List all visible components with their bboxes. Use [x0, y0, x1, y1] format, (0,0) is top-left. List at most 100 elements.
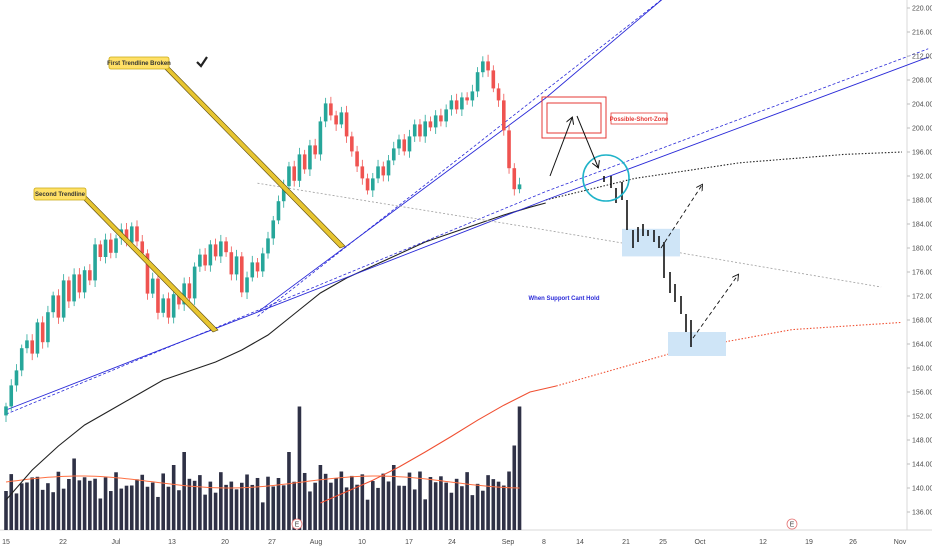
- candle[interactable]: [287, 161, 291, 192]
- candle[interactable]: [402, 134, 407, 156]
- candle[interactable]: [229, 246, 234, 281]
- candle[interactable]: [412, 119, 417, 142]
- candle[interactable]: [4, 402, 8, 422]
- moving-average-line[interactable]: [5, 202, 546, 501]
- candle[interactable]: [271, 215, 276, 245]
- candle[interactable]: [255, 258, 260, 278]
- candle[interactable]: [329, 96, 333, 121]
- candle[interactable]: [297, 147, 302, 187]
- candle[interactable]: [507, 125, 511, 174]
- candle[interactable]: [318, 116, 323, 161]
- candle[interactable]: [82, 266, 87, 299]
- candle[interactable]: [240, 252, 244, 298]
- candle[interactable]: [391, 141, 396, 166]
- candle[interactable]: [46, 305, 50, 348]
- candle[interactable]: [109, 233, 113, 259]
- candle[interactable]: [266, 231, 270, 259]
- candle[interactable]: [386, 155, 391, 182]
- candle[interactable]: [486, 54, 490, 77]
- candle[interactable]: [245, 271, 249, 299]
- candle[interactable]: [407, 129, 412, 158]
- candle[interactable]: [334, 110, 338, 131]
- candle[interactable]: [192, 262, 197, 305]
- candle[interactable]: [219, 234, 223, 263]
- candle[interactable]: [203, 248, 207, 271]
- candle[interactable]: [234, 249, 239, 281]
- candle[interactable]: [418, 119, 422, 142]
- time-axis[interactable]: 15 22 Jul 13 20 27 Aug 10 17 24 Sep 8 14 21 25 Oct 12 19 2…: [2, 539, 907, 546]
- candle[interactable]: [428, 116, 433, 132]
- candle[interactable]: [465, 92, 469, 105]
- candle[interactable]: [292, 160, 296, 187]
- candle[interactable]: [365, 173, 370, 195]
- candle[interactable]: [323, 97, 328, 128]
- candle[interactable]: [260, 247, 265, 277]
- candle[interactable]: [517, 177, 522, 194]
- support-zone[interactable]: [622, 228, 680, 257]
- candle[interactable]: [371, 172, 375, 197]
- candle[interactable]: [9, 379, 14, 411]
- candle[interactable]: [491, 65, 496, 93]
- candle[interactable]: [444, 104, 448, 128]
- breakdown-circle[interactable]: [582, 154, 630, 202]
- candle[interactable]: [470, 84, 475, 107]
- candle[interactable]: [460, 92, 464, 116]
- candle[interactable]: [475, 67, 480, 98]
- candle[interactable]: [19, 344, 24, 377]
- candle[interactable]: [433, 110, 438, 134]
- candle[interactable]: [88, 264, 92, 286]
- candle[interactable]: [67, 276, 71, 308]
- candle[interactable]: [302, 149, 307, 174]
- candle[interactable]: [72, 268, 76, 307]
- candle[interactable]: [171, 287, 176, 324]
- trendline[interactable]: [257, 0, 667, 313]
- candle[interactable]: [339, 106, 344, 129]
- candle[interactable]: [439, 108, 443, 127]
- candle[interactable]: [213, 238, 218, 261]
- candle[interactable]: [166, 292, 171, 324]
- candle[interactable]: [224, 237, 228, 257]
- candle[interactable]: [103, 233, 108, 264]
- trendline[interactable]: [5, 56, 929, 411]
- candle[interactable]: [14, 364, 19, 392]
- candle[interactable]: [93, 238, 97, 287]
- support-zone[interactable]: [668, 332, 726, 356]
- candle[interactable]: [276, 195, 281, 225]
- candle[interactable]: [61, 274, 66, 322]
- candle[interactable]: [381, 161, 386, 182]
- candle[interactable]: [376, 159, 380, 184]
- candle[interactable]: [355, 145, 359, 172]
- candle[interactable]: [502, 93, 506, 136]
- candle[interactable]: [344, 105, 349, 143]
- candle[interactable]: [35, 318, 40, 358]
- candle[interactable]: [40, 316, 45, 349]
- candle[interactable]: [423, 114, 427, 143]
- event-marker-2[interactable]: E: [786, 518, 798, 530]
- candle[interactable]: [198, 248, 202, 272]
- candle[interactable]: [161, 294, 165, 318]
- candle[interactable]: [481, 56, 485, 78]
- candle[interactable]: [150, 272, 155, 299]
- candle[interactable]: [250, 255, 255, 282]
- candle[interactable]: [308, 139, 312, 176]
- candle[interactable]: [56, 289, 61, 324]
- candle[interactable]: [25, 334, 29, 354]
- candle[interactable]: [496, 83, 501, 107]
- candle[interactable]: [114, 234, 118, 259]
- candle[interactable]: [51, 291, 55, 318]
- candle[interactable]: [156, 272, 160, 320]
- candle[interactable]: [135, 220, 139, 247]
- candle[interactable]: [350, 131, 354, 157]
- first-trendline-callout[interactable]: First Trendline Broken: [107, 56, 346, 249]
- candle[interactable]: [145, 249, 150, 300]
- candle[interactable]: [30, 334, 34, 361]
- candle[interactable]: [182, 277, 186, 311]
- candle[interactable]: [512, 163, 517, 196]
- candle[interactable]: [77, 268, 82, 299]
- candle[interactable]: [208, 240, 213, 272]
- second-trendline-callout[interactable]: Second Trendline: [33, 187, 219, 333]
- candle[interactable]: [98, 240, 103, 262]
- candle[interactable]: [360, 159, 365, 185]
- price-axis[interactable]: 220.00 216.00 212.00 208.00 204.00 200.00 196.…: [907, 6, 932, 517]
- candle[interactable]: [397, 134, 401, 155]
